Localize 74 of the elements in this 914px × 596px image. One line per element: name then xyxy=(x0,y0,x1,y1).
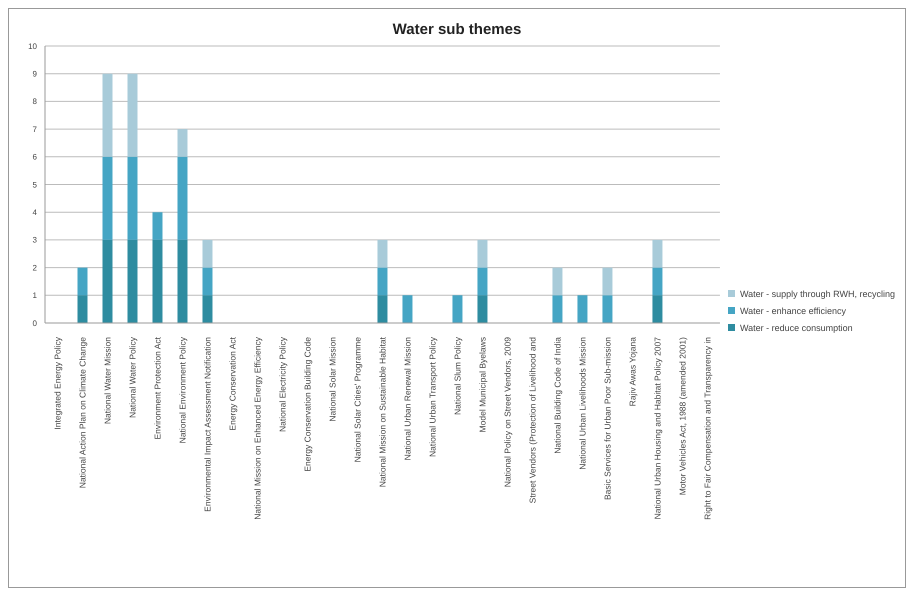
y-tick-label: 6 xyxy=(32,152,38,162)
bar xyxy=(127,74,138,157)
x-tick-label: National Water Mission xyxy=(102,336,112,424)
x-tick-label: National Water Policy xyxy=(127,336,138,418)
x-tick-label: National Urban Renewal Mission xyxy=(402,336,412,460)
y-tick-label: 10 xyxy=(28,42,38,51)
bar xyxy=(477,295,488,323)
x-tick-label: National Environment Policy xyxy=(177,336,188,444)
x-tick-label: National Electricity Policy xyxy=(277,336,288,432)
bar xyxy=(77,268,88,296)
x-tick-label: Right to Fair Compensation and Transparency in xyxy=(702,336,712,520)
legend-label: Water - supply through RWH, recycling xyxy=(740,288,895,298)
bar xyxy=(477,268,488,296)
bar xyxy=(652,240,662,268)
bar xyxy=(102,240,112,323)
y-tick-label: 9 xyxy=(32,70,38,79)
bar xyxy=(552,295,562,323)
bar xyxy=(577,295,588,323)
x-tick-label: National Solar Cities' Programme xyxy=(352,336,362,462)
x-tick-label: National Building Code of India xyxy=(552,336,562,454)
x-tick-label: National Urban Transport Policy xyxy=(427,336,438,458)
legend-label: Water - enhance efficiency xyxy=(740,306,846,316)
bar xyxy=(377,240,388,268)
bar xyxy=(202,295,212,323)
bar xyxy=(177,129,188,157)
y-tick-label: 8 xyxy=(32,97,38,106)
bar xyxy=(377,295,388,323)
bar xyxy=(102,74,112,157)
bar xyxy=(477,240,488,268)
x-tick-label: Motor Vehicles Act, 1988 (amended 2001) xyxy=(677,336,688,496)
legend-label: Water - reduce consumption xyxy=(740,322,853,332)
bar xyxy=(177,240,188,323)
bar xyxy=(152,240,162,323)
chart-title: Water sub themes xyxy=(392,21,522,38)
bar xyxy=(402,295,412,323)
x-tick-label: Environmental Impact Assessment Notification xyxy=(202,336,212,512)
x-tick-label: National Policy on Street Vendors, 2009 xyxy=(502,336,512,488)
x-tick-label: Integrated Energy Policy xyxy=(52,336,62,430)
x-tick-label: Energy Conservation Act xyxy=(227,336,238,431)
y-tick-label: 4 xyxy=(32,208,38,218)
x-tick-label: National Slum Policy xyxy=(452,336,462,415)
bar xyxy=(202,268,212,296)
x-tick-label: National Urban Housing and Habitat Policy 2007 xyxy=(652,336,662,520)
bar xyxy=(652,295,662,323)
x-tick-label: National Action Plan on Climate Change xyxy=(77,336,88,488)
bar xyxy=(452,295,462,323)
x-tick-label: Environment Protection Act xyxy=(152,336,162,440)
bar xyxy=(177,156,188,240)
x-tick-label: National Urban Livelihoods Mission xyxy=(577,336,588,470)
bar xyxy=(77,295,88,323)
bar xyxy=(602,268,612,296)
x-tick-label: Rajiv Awas Yojana xyxy=(627,336,638,406)
y-tick-label: 1 xyxy=(32,291,38,300)
y-tick-label: 5 xyxy=(32,180,38,190)
x-tick-label: Street Vendors (Protection of Livelihood and xyxy=(527,336,538,504)
bar xyxy=(152,212,162,240)
y-tick-label: 7 xyxy=(32,124,38,134)
bar xyxy=(552,268,562,296)
x-tick-label: Model Municipal Byelaws xyxy=(477,337,488,432)
y-tick-label: 0 xyxy=(32,318,38,328)
bar xyxy=(127,240,138,323)
bar xyxy=(127,156,138,240)
bar xyxy=(652,268,662,296)
x-tick-label: Energy Conservation Building Code xyxy=(302,336,312,472)
y-tick-label: 3 xyxy=(32,236,38,245)
bar xyxy=(377,268,388,296)
x-tick-label: National Solar Mission xyxy=(327,336,338,422)
bar xyxy=(202,240,212,268)
bar xyxy=(602,295,612,323)
x-tick-label: National Mission on Sustainable Habitat xyxy=(377,336,388,488)
x-tick-label: National Mission on Enhanced Energy Efficiency xyxy=(252,336,262,520)
y-tick-label: 2 xyxy=(32,263,38,272)
x-tick-label: Basic Services for Urban Poor Sub-mission xyxy=(602,336,612,500)
bar xyxy=(102,156,112,240)
